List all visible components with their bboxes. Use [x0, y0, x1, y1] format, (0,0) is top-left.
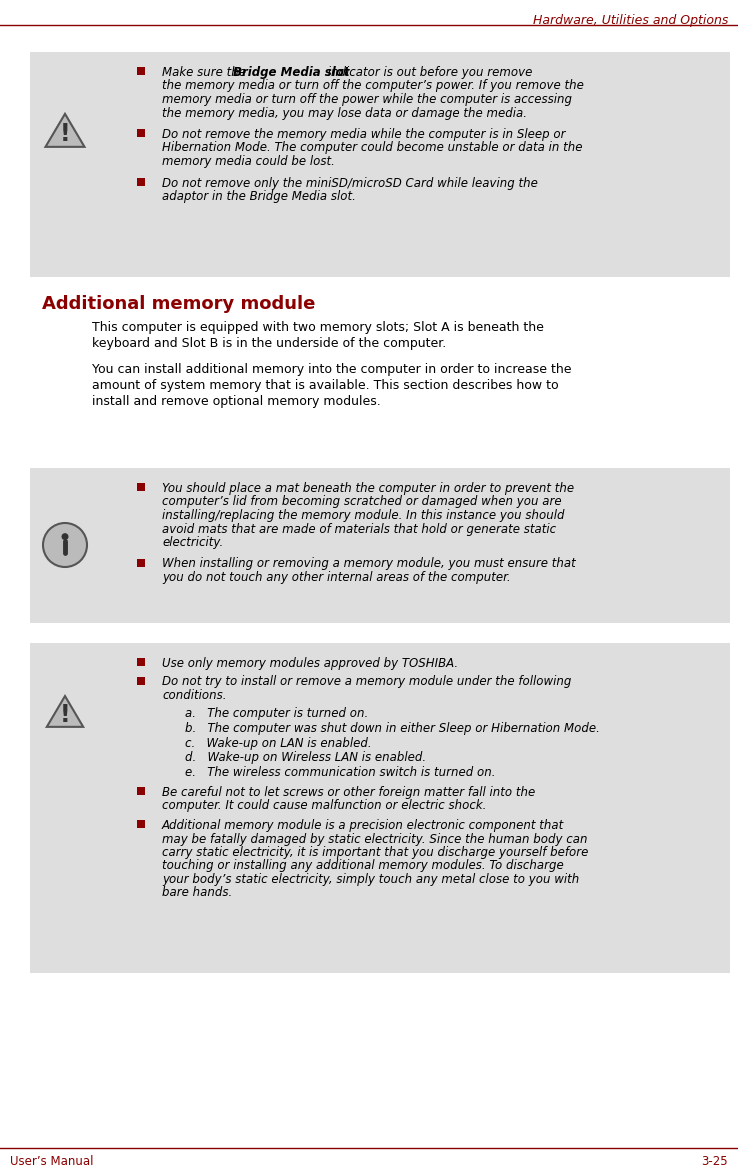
Text: carry static electricity, it is important that you discharge yourself before: carry static electricity, it is importan… [162, 846, 588, 859]
Text: Additional memory module is a precision electronic component that: Additional memory module is a precision … [162, 819, 565, 832]
Bar [137, 483, 145, 491]
Text: amount of system memory that is available. This section describes how to: amount of system memory that is availabl… [92, 379, 559, 391]
Text: computer. It could cause malfunction or electric shock.: computer. It could cause malfunction or … [162, 799, 486, 812]
Text: This computer is equipped with two memory slots; Slot A is beneath the: This computer is equipped with two memor… [92, 321, 544, 334]
Bar [30, 468, 730, 624]
Text: install and remove optional memory modules.: install and remove optional memory modul… [92, 395, 381, 408]
Text: 3-25: 3-25 [701, 1154, 728, 1168]
Text: bare hands.: bare hands. [162, 886, 232, 899]
Text: keyboard and Slot B is in the underside of the computer.: keyboard and Slot B is in the underside … [92, 338, 446, 350]
Text: Bridge Media slot: Bridge Media slot [232, 66, 349, 79]
Bar [137, 788, 145, 795]
Bar [30, 52, 730, 277]
Text: Additional memory module: Additional memory module [42, 295, 315, 313]
Text: your body’s static electricity, simply touch any metal close to you with: your body’s static electricity, simply t… [162, 873, 579, 886]
Text: c.   Wake-up on LAN is enabled.: c. Wake-up on LAN is enabled. [185, 736, 372, 750]
Circle shape [43, 523, 87, 567]
Text: User’s Manual: User’s Manual [10, 1154, 94, 1168]
Text: Do not remove the memory media while the computer is in Sleep or: Do not remove the memory media while the… [162, 128, 565, 141]
Text: d.   Wake-up on Wireless LAN is enabled.: d. Wake-up on Wireless LAN is enabled. [185, 751, 426, 764]
Text: You should place a mat beneath the computer in order to prevent the: You should place a mat beneath the compu… [162, 482, 574, 495]
Polygon shape [46, 696, 83, 727]
Text: conditions.: conditions. [162, 689, 227, 702]
Text: the memory media, you may lose data or damage the media.: the memory media, you may lose data or d… [162, 107, 527, 120]
Text: Hardware, Utilities and Options: Hardware, Utilities and Options [533, 14, 728, 27]
Text: !: ! [60, 702, 70, 727]
Bar [137, 676, 145, 684]
Text: computer’s lid from becoming scratched or damaged when you are: computer’s lid from becoming scratched o… [162, 496, 562, 509]
Text: the memory media or turn off the computer’s power. If you remove the: the memory media or turn off the compute… [162, 80, 584, 93]
Text: b.   The computer was shut down in either Sleep or Hibernation Mode.: b. The computer was shut down in either … [185, 722, 600, 735]
Polygon shape [46, 114, 84, 146]
Bar [137, 129, 145, 137]
Text: avoid mats that are made of materials that hold or generate static: avoid mats that are made of materials th… [162, 523, 556, 536]
Bar [137, 67, 145, 75]
Text: electricity.: electricity. [162, 536, 224, 548]
Text: You can install additional memory into the computer in order to increase the: You can install additional memory into t… [92, 363, 571, 376]
Text: Be careful not to let screws or other foreign matter fall into the: Be careful not to let screws or other fo… [162, 786, 535, 799]
Text: Hibernation Mode. The computer could become unstable or data in the: Hibernation Mode. The computer could bec… [162, 142, 582, 155]
Text: Make sure the: Make sure the [162, 66, 249, 79]
Bar [137, 559, 145, 566]
Text: Do not remove only the miniSD/microSD Card while leaving the: Do not remove only the miniSD/microSD Ca… [162, 177, 538, 190]
Text: Use only memory modules approved by TOSHIBA.: Use only memory modules approved by TOSH… [162, 657, 458, 670]
Text: adaptor in the Bridge Media slot.: adaptor in the Bridge Media slot. [162, 190, 356, 203]
Text: e.   The wireless communication switch is turned on.: e. The wireless communication switch is … [185, 765, 495, 778]
Bar [137, 177, 145, 185]
Text: When installing or removing a memory module, you must ensure that: When installing or removing a memory mod… [162, 558, 576, 571]
Text: !: ! [60, 122, 70, 145]
Text: memory media could be lost.: memory media could be lost. [162, 155, 335, 168]
Bar [30, 643, 730, 973]
Text: memory media or turn off the power while the computer is accessing: memory media or turn off the power while… [162, 93, 572, 105]
Circle shape [61, 533, 69, 540]
Text: indicator is out before you remove: indicator is out before you remove [324, 66, 532, 79]
Bar [137, 657, 145, 666]
Text: may be fatally damaged by static electricity. Since the human body can: may be fatally damaged by static electri… [162, 832, 587, 845]
Text: Do not try to install or remove a memory module under the following: Do not try to install or remove a memory… [162, 675, 571, 688]
Text: touching or installing any additional memory modules. To discharge: touching or installing any additional me… [162, 859, 564, 872]
Text: a.   The computer is turned on.: a. The computer is turned on. [185, 708, 368, 721]
Text: you do not touch any other internal areas of the computer.: you do not touch any other internal area… [162, 571, 511, 584]
Text: installing/replacing the memory module. In this instance you should: installing/replacing the memory module. … [162, 509, 565, 522]
Bar [137, 820, 145, 827]
